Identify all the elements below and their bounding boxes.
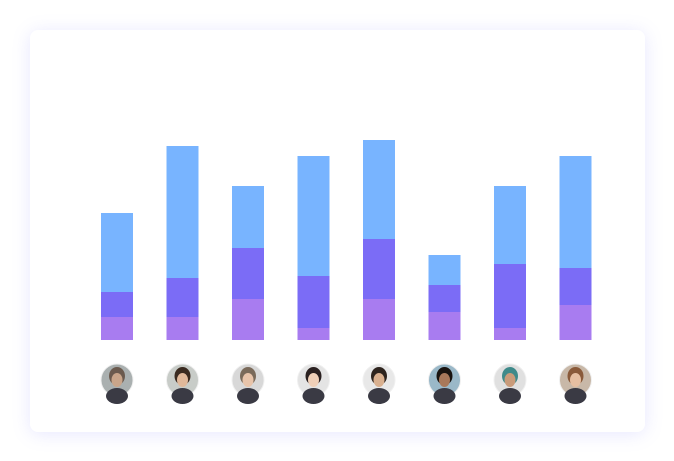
avatar-body — [171, 388, 194, 404]
bar-segment — [494, 186, 526, 264]
bar-segment — [494, 264, 526, 328]
bar-segment — [363, 140, 395, 239]
avatar-body — [499, 388, 521, 404]
avatar — [166, 363, 199, 404]
avatar — [231, 363, 265, 404]
bar-segment — [559, 305, 592, 340]
avatar — [100, 363, 134, 404]
bar-segment — [232, 299, 264, 340]
avatar — [559, 363, 592, 404]
avatar-body — [564, 388, 587, 404]
bar-segment — [166, 146, 199, 278]
avatar-face — [242, 373, 254, 387]
avatar-face — [308, 373, 319, 387]
avatar-body — [106, 388, 128, 404]
avatar-body — [368, 388, 390, 404]
bar-segment — [363, 239, 395, 299]
bar-segment — [559, 156, 592, 268]
avatar-face — [177, 373, 188, 387]
avatar-face — [373, 373, 385, 387]
bar-segment — [428, 285, 461, 312]
bar-segment — [232, 186, 264, 248]
bar-segment — [297, 156, 330, 276]
avatar — [362, 363, 396, 404]
avatar — [428, 363, 461, 404]
bar-segment — [363, 299, 395, 340]
avatar-body — [433, 388, 456, 404]
bar-segment — [559, 268, 592, 305]
bar-segment — [101, 213, 133, 292]
bar-segment — [297, 328, 330, 340]
bar-segment — [428, 312, 461, 340]
avatar — [493, 363, 527, 404]
avatar — [297, 363, 330, 404]
bar-segment — [428, 255, 461, 285]
avatar-face — [570, 373, 581, 387]
avatar-face — [111, 373, 123, 387]
bar-segment — [232, 248, 264, 299]
avatar-body — [302, 388, 325, 404]
bar-segment — [297, 276, 330, 328]
avatar-face — [504, 373, 516, 387]
bar-segment — [494, 328, 526, 340]
avatar-face — [439, 373, 450, 387]
bar-segment — [101, 292, 133, 317]
avatar-body — [237, 388, 259, 404]
bar-segment — [166, 278, 199, 317]
bar-segment — [101, 317, 133, 340]
bar-segment — [166, 317, 199, 340]
